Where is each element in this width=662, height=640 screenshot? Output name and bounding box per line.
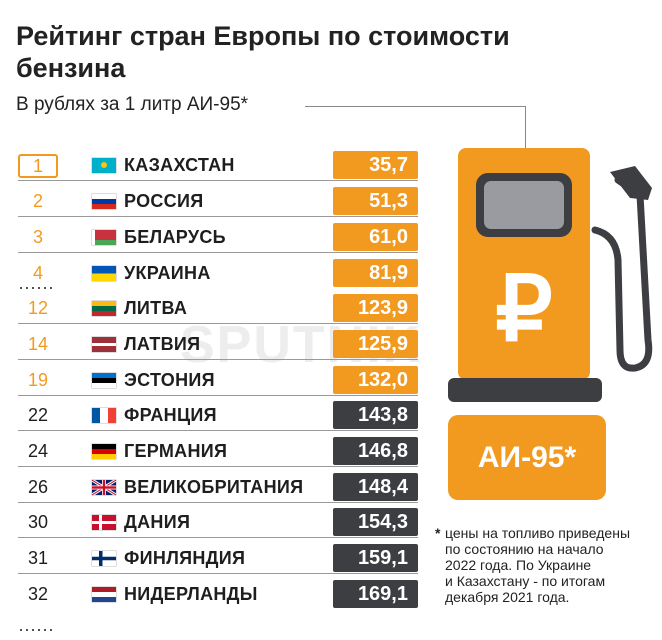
price-value: 61,0 xyxy=(333,223,418,251)
row-divider xyxy=(18,216,418,217)
flag-lt-icon xyxy=(92,301,116,316)
row-divider xyxy=(18,502,418,503)
rank-label: 4 xyxy=(32,263,43,283)
table-row: 19 ЭСТОНИЯ 132,0 xyxy=(18,365,418,396)
flag-by-icon xyxy=(92,230,116,245)
row-divider xyxy=(18,466,418,467)
country-name: ДАНИЯ xyxy=(124,512,191,532)
country-name: РОССИЯ xyxy=(124,191,204,211)
rank-label: 1 xyxy=(18,154,58,178)
table-row: 24 ГЕРМАНИЯ 146,8 xyxy=(18,436,418,467)
price-value: 35,7 xyxy=(333,151,418,179)
flag-fr-icon xyxy=(92,408,116,423)
chart-title: Рейтинг стран Европы по стоимости бензин… xyxy=(16,21,510,83)
country-name: ЛИТВА xyxy=(124,298,188,318)
table-row: 4 УКРАИНА 81,9 xyxy=(18,258,418,288)
table-row: 31 ФИНЛЯНДИЯ 159,1 xyxy=(18,543,418,574)
country-name: УКРАИНА xyxy=(124,263,211,283)
flag-dk-icon xyxy=(92,515,116,530)
rank-label: 30 xyxy=(27,512,49,532)
rank-label: 32 xyxy=(27,584,49,604)
table-row: 32 НИДЕРЛАНДЫ 169,1 xyxy=(18,579,418,609)
rank-label: 31 xyxy=(27,548,49,568)
country-name: БЕЛАРУСЬ xyxy=(124,227,226,247)
flag-fi-icon xyxy=(92,551,116,566)
rank-label: 26 xyxy=(27,477,49,497)
row-divider xyxy=(18,573,418,574)
flag-kz-icon xyxy=(92,158,116,173)
rank-label: 3 xyxy=(32,227,43,247)
fuel-label-box xyxy=(448,415,606,500)
chart-subtitle: В рублях за 1 литр АИ-95* xyxy=(16,94,249,115)
pump-base xyxy=(448,378,602,402)
price-value: 132,0 xyxy=(333,366,418,394)
flag-lv-icon xyxy=(92,337,116,352)
table-row: 30 ДАНИЯ 154,3 xyxy=(18,507,418,538)
flag-de-icon xyxy=(92,444,116,459)
table-row: 12 ЛИТВА 123,9 xyxy=(18,293,418,324)
flag-gb-icon xyxy=(91,478,117,497)
row-divider xyxy=(18,323,418,324)
row-divider xyxy=(18,180,418,181)
flag-ee-icon xyxy=(92,373,116,388)
pump-nozzle-icon xyxy=(610,166,652,200)
ruble-icon: ₽ xyxy=(495,260,552,360)
pump-hose-icon xyxy=(591,176,653,372)
country-name: ЛАТВИЯ xyxy=(124,334,201,354)
flag-ua-icon xyxy=(92,266,116,281)
rank-label: 2 xyxy=(32,191,43,211)
price-value: 123,9 xyxy=(333,294,418,322)
price-value: 143,8 xyxy=(333,401,418,429)
country-name: ГЕРМАНИЯ xyxy=(124,441,228,461)
leader-line-vertical xyxy=(525,106,526,156)
country-name: ЭСТОНИЯ xyxy=(124,370,215,390)
row-divider xyxy=(18,430,418,431)
table-row: 3 БЕЛАРУСЬ 61,0 xyxy=(18,222,418,253)
rank-label: 22 xyxy=(27,405,49,425)
rank-label: 14 xyxy=(27,334,49,354)
table-row: 26 ВЕЛИКОБРИТАНИЯ 148,4 xyxy=(18,472,418,503)
price-value: 125,9 xyxy=(333,330,418,358)
price-value: 146,8 xyxy=(333,437,418,465)
table-row: 22 ФРАНЦИЯ 143,8 xyxy=(18,400,418,431)
pump-screen-glass xyxy=(484,181,564,229)
gap-dots xyxy=(18,287,54,289)
country-name: ФИНЛЯНДИЯ xyxy=(124,548,246,568)
rank-label: 19 xyxy=(27,370,49,390)
fuel-label: АИ-95* xyxy=(478,441,577,474)
country-name: НИДЕРЛАНДЫ xyxy=(124,584,258,604)
footnote: * цены на топливо приведены по состоянию… xyxy=(435,525,657,605)
row-divider xyxy=(18,537,418,538)
footnote-text: цены на топливо приведены по состоянию н… xyxy=(445,525,631,605)
gap-dots xyxy=(18,629,54,631)
row-divider xyxy=(18,252,418,253)
price-value: 154,3 xyxy=(333,508,418,536)
leader-line xyxy=(305,106,526,107)
price-value: 148,4 xyxy=(333,473,418,501)
flag-nl-icon xyxy=(92,587,116,602)
table-row: 14 ЛАТВИЯ 125,9 xyxy=(18,329,418,360)
price-value: 51,3 xyxy=(333,187,418,215)
row-divider xyxy=(18,395,418,396)
row-divider xyxy=(18,359,418,360)
rank-label: 12 xyxy=(27,298,49,318)
country-name: ВЕЛИКОБРИТАНИЯ xyxy=(124,477,304,497)
price-value: 81,9 xyxy=(333,259,418,287)
price-value: 159,1 xyxy=(333,544,418,572)
price-value: 169,1 xyxy=(333,580,418,608)
table-row: 2 РОССИЯ 51,3 xyxy=(18,186,418,217)
country-name: КАЗАХСТАН xyxy=(124,155,235,175)
rank-label: 24 xyxy=(27,441,49,461)
fuel-pump-illustration: ₽ АИ-95* xyxy=(448,148,653,500)
country-name: ФРАНЦИЯ xyxy=(124,405,217,425)
footnote-marker: * xyxy=(435,525,441,541)
flag-ru-icon xyxy=(92,194,116,209)
table-row: 1 КАЗАХСТАН 35,7 xyxy=(18,150,418,181)
